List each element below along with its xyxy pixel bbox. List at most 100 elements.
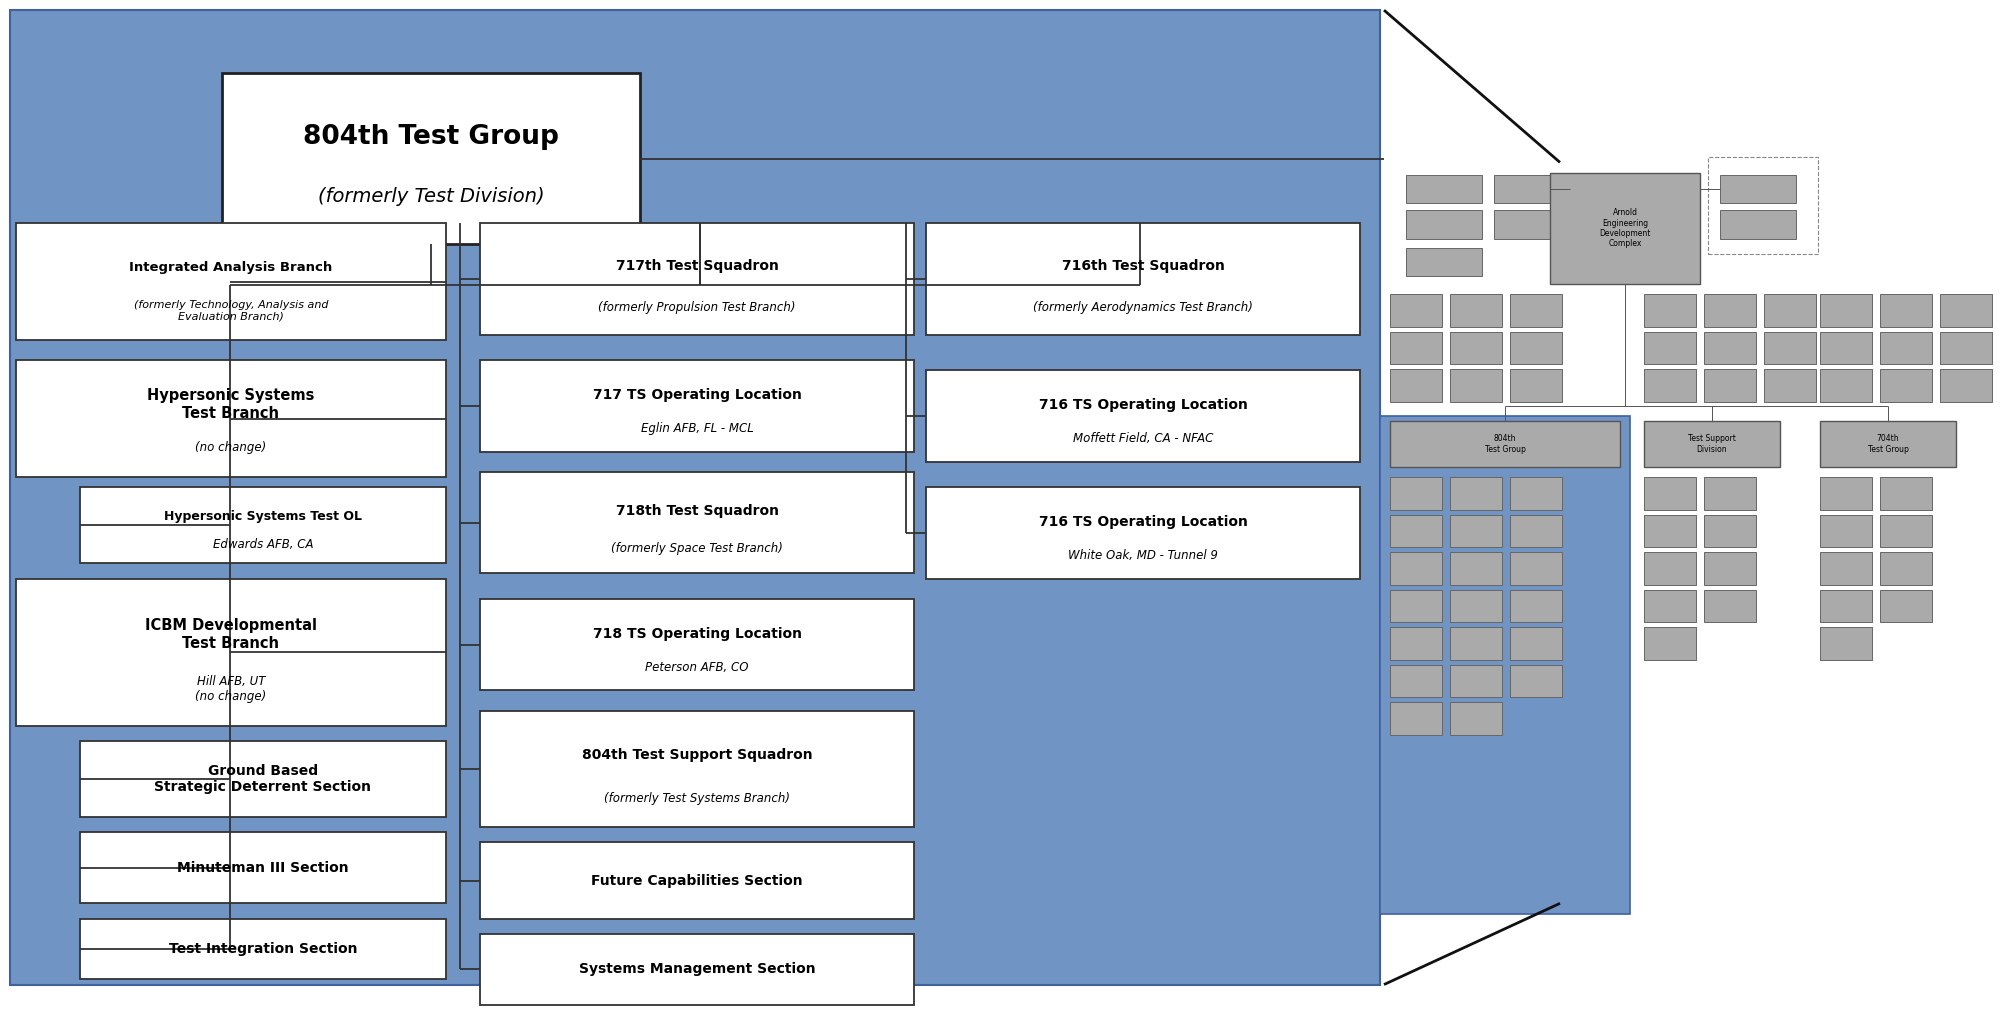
FancyBboxPatch shape <box>1764 369 1816 402</box>
Text: Hypersonic Systems Test OL: Hypersonic Systems Test OL <box>164 510 362 523</box>
FancyBboxPatch shape <box>1820 552 1872 585</box>
Text: Systems Management Section: Systems Management Section <box>578 962 816 976</box>
Text: Test Support
Division: Test Support Division <box>1688 434 1736 454</box>
Text: 804th Test Support Squadron: 804th Test Support Squadron <box>582 748 812 762</box>
FancyBboxPatch shape <box>1450 590 1502 622</box>
FancyBboxPatch shape <box>1704 477 1756 510</box>
Text: Arnold
Engineering
Development
Complex: Arnold Engineering Development Complex <box>1600 208 1650 249</box>
FancyBboxPatch shape <box>1510 332 1562 364</box>
FancyBboxPatch shape <box>1704 369 1756 402</box>
Text: Peterson AFB, CO: Peterson AFB, CO <box>646 661 748 674</box>
FancyBboxPatch shape <box>1644 369 1696 402</box>
FancyBboxPatch shape <box>1644 515 1696 547</box>
Text: Eglin AFB, FL - MCL: Eglin AFB, FL - MCL <box>640 422 754 435</box>
FancyBboxPatch shape <box>1450 552 1502 585</box>
FancyBboxPatch shape <box>1764 332 1816 364</box>
FancyBboxPatch shape <box>1494 210 1570 239</box>
FancyBboxPatch shape <box>80 832 446 903</box>
FancyBboxPatch shape <box>1644 294 1696 327</box>
FancyBboxPatch shape <box>1880 294 1932 327</box>
FancyBboxPatch shape <box>1644 421 1780 467</box>
FancyBboxPatch shape <box>1450 702 1502 735</box>
FancyBboxPatch shape <box>1644 332 1696 364</box>
FancyBboxPatch shape <box>1644 590 1696 622</box>
FancyBboxPatch shape <box>480 710 914 827</box>
FancyBboxPatch shape <box>1820 421 1956 467</box>
Text: 717th Test Squadron: 717th Test Squadron <box>616 259 778 273</box>
Text: Moffett Field, CA - NFAC: Moffett Field, CA - NFAC <box>1072 432 1214 446</box>
FancyBboxPatch shape <box>1390 332 1442 364</box>
FancyBboxPatch shape <box>1510 515 1562 547</box>
FancyBboxPatch shape <box>1450 294 1502 327</box>
FancyBboxPatch shape <box>80 919 446 979</box>
FancyBboxPatch shape <box>1390 590 1442 622</box>
Text: 717 TS Operating Location: 717 TS Operating Location <box>592 388 802 402</box>
Text: Test Integration Section: Test Integration Section <box>168 942 358 956</box>
Text: Ground Based
Strategic Deterrent Section: Ground Based Strategic Deterrent Section <box>154 764 372 794</box>
Text: 804th Test Group: 804th Test Group <box>304 124 560 149</box>
FancyBboxPatch shape <box>16 223 446 340</box>
Text: Integrated Analysis Branch: Integrated Analysis Branch <box>130 261 332 274</box>
FancyBboxPatch shape <box>1390 627 1442 660</box>
FancyBboxPatch shape <box>1820 627 1872 660</box>
FancyBboxPatch shape <box>1494 175 1570 203</box>
FancyBboxPatch shape <box>1450 665 1502 697</box>
Text: 804th
Test Group: 804th Test Group <box>1484 434 1526 454</box>
FancyBboxPatch shape <box>1940 332 1992 364</box>
Text: White Oak, MD - Tunnel 9: White Oak, MD - Tunnel 9 <box>1068 549 1218 562</box>
FancyBboxPatch shape <box>1510 627 1562 660</box>
Text: (formerly Test Division): (formerly Test Division) <box>318 187 544 206</box>
FancyBboxPatch shape <box>1764 294 1816 327</box>
FancyBboxPatch shape <box>1820 332 1872 364</box>
FancyBboxPatch shape <box>480 360 914 452</box>
FancyBboxPatch shape <box>1450 515 1502 547</box>
FancyBboxPatch shape <box>1704 332 1756 364</box>
FancyBboxPatch shape <box>10 10 1380 985</box>
Text: ICBM Developmental
Test Branch: ICBM Developmental Test Branch <box>144 618 316 651</box>
FancyBboxPatch shape <box>1510 552 1562 585</box>
Text: 704th
Test Group: 704th Test Group <box>1868 434 1908 454</box>
FancyBboxPatch shape <box>926 370 1360 462</box>
FancyBboxPatch shape <box>1390 665 1442 697</box>
Text: 718 TS Operating Location: 718 TS Operating Location <box>592 626 802 640</box>
FancyBboxPatch shape <box>1450 332 1502 364</box>
FancyBboxPatch shape <box>1390 369 1442 402</box>
Text: (formerly Space Test Branch): (formerly Space Test Branch) <box>612 542 782 554</box>
FancyBboxPatch shape <box>1510 590 1562 622</box>
Text: (formerly Propulsion Test Branch): (formerly Propulsion Test Branch) <box>598 300 796 314</box>
FancyBboxPatch shape <box>1880 590 1932 622</box>
FancyBboxPatch shape <box>1940 369 1992 402</box>
FancyBboxPatch shape <box>80 487 446 563</box>
FancyBboxPatch shape <box>1550 173 1700 284</box>
Text: (formerly Test Systems Branch): (formerly Test Systems Branch) <box>604 792 790 805</box>
FancyBboxPatch shape <box>1406 175 1482 203</box>
FancyBboxPatch shape <box>1880 477 1932 510</box>
FancyBboxPatch shape <box>480 599 914 690</box>
FancyBboxPatch shape <box>1406 248 1482 276</box>
Text: Future Capabilities Section: Future Capabilities Section <box>592 874 802 887</box>
FancyBboxPatch shape <box>1820 369 1872 402</box>
Text: (formerly Technology, Analysis and
Evaluation Branch): (formerly Technology, Analysis and Evalu… <box>134 300 328 322</box>
Text: (formerly Aerodynamics Test Branch): (formerly Aerodynamics Test Branch) <box>1034 300 1252 314</box>
FancyBboxPatch shape <box>926 223 1360 335</box>
FancyBboxPatch shape <box>1880 552 1932 585</box>
FancyBboxPatch shape <box>80 741 446 817</box>
FancyBboxPatch shape <box>1704 294 1756 327</box>
Text: 716 TS Operating Location: 716 TS Operating Location <box>1038 515 1248 529</box>
FancyBboxPatch shape <box>1880 332 1932 364</box>
FancyBboxPatch shape <box>480 472 914 573</box>
FancyBboxPatch shape <box>1644 627 1696 660</box>
FancyBboxPatch shape <box>1390 294 1442 327</box>
FancyBboxPatch shape <box>480 223 914 335</box>
Text: 716 TS Operating Location: 716 TS Operating Location <box>1038 398 1248 412</box>
FancyBboxPatch shape <box>1704 590 1756 622</box>
FancyBboxPatch shape <box>16 579 446 726</box>
FancyBboxPatch shape <box>1940 294 1992 327</box>
FancyBboxPatch shape <box>1390 477 1442 510</box>
FancyBboxPatch shape <box>1510 477 1562 510</box>
Text: Hypersonic Systems
Test Branch: Hypersonic Systems Test Branch <box>148 389 314 421</box>
FancyBboxPatch shape <box>1720 210 1796 239</box>
FancyBboxPatch shape <box>16 360 446 477</box>
FancyBboxPatch shape <box>1704 552 1756 585</box>
FancyBboxPatch shape <box>1704 515 1756 547</box>
